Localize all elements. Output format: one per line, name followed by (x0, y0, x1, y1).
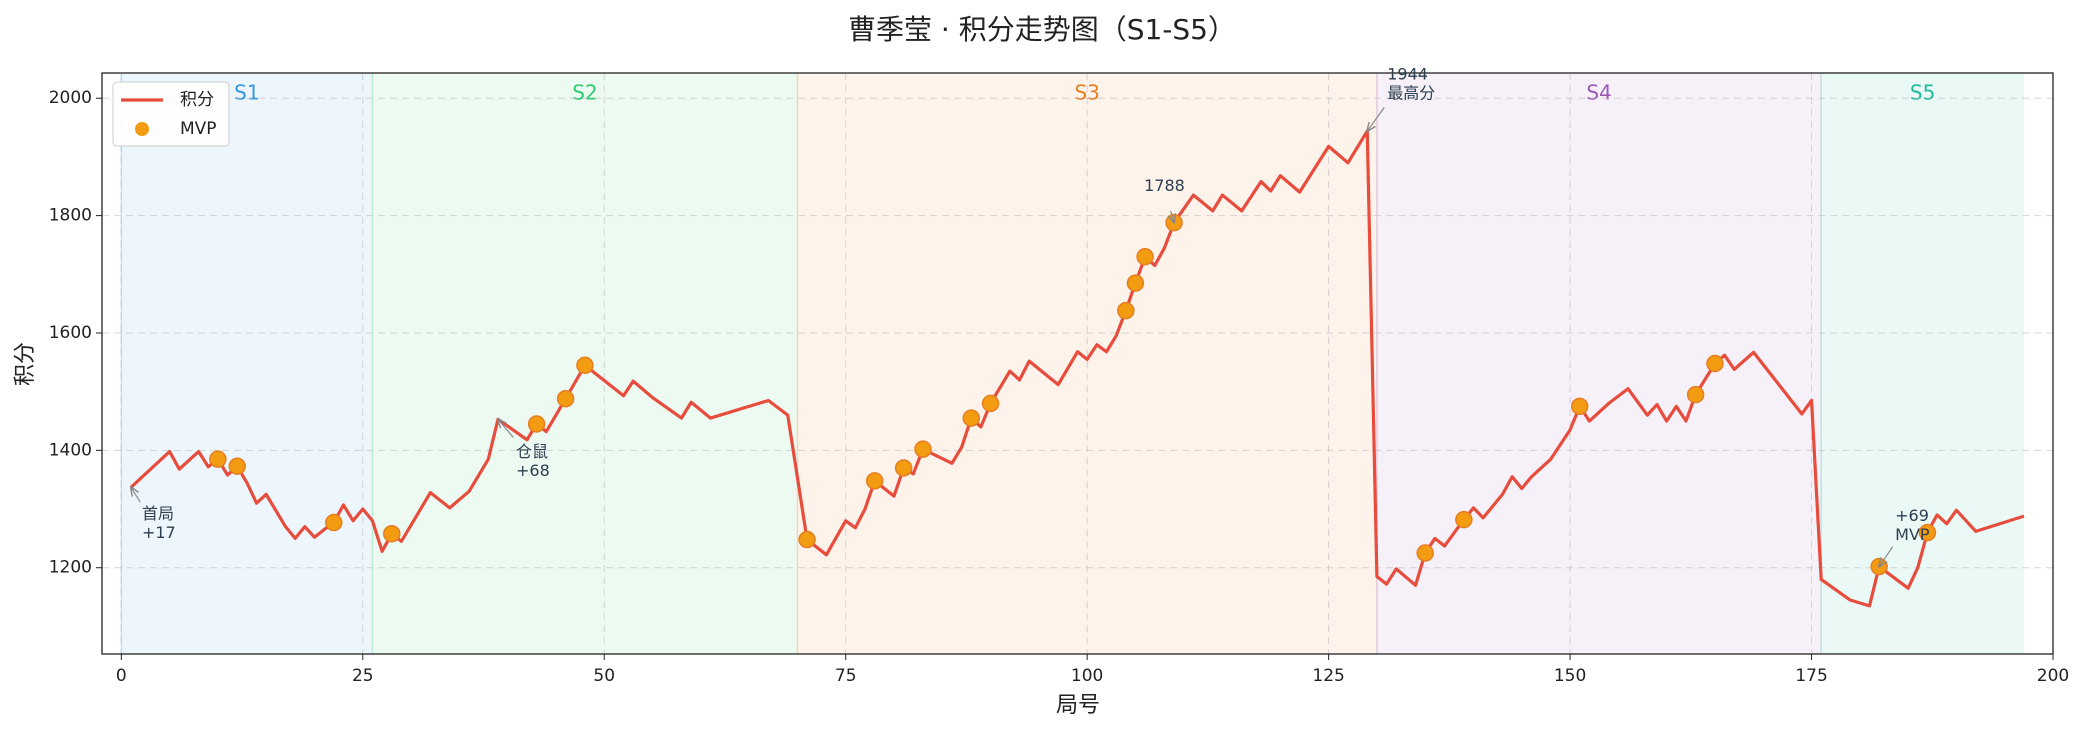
x-tick-label: 175 (1795, 666, 1827, 686)
annotation-text: 最高分 (1387, 84, 1435, 103)
annotation-text: +17 (142, 523, 176, 542)
mvp-point (1117, 301, 1135, 320)
annotation-text: 1788 (1144, 176, 1185, 195)
mvp-point (865, 472, 884, 490)
season-band (1376, 73, 1822, 654)
annotation-text: +69 (1895, 506, 1929, 525)
mvp-point (798, 530, 816, 549)
y-axis-label: 积分 (13, 342, 38, 386)
mvp-point (1570, 397, 1589, 416)
x-tick-label: 150 (1554, 666, 1586, 686)
score-line (129, 129, 2025, 608)
y-tick-label: 1400 (49, 440, 92, 460)
mvp-point (894, 459, 913, 477)
y-tick-label: 1600 (49, 323, 92, 343)
x-tick-label: 0 (116, 666, 127, 686)
season-band (121, 73, 373, 654)
season-label: S2 (572, 81, 597, 105)
annotation-arrow (1879, 546, 1894, 567)
season-label: S4 (1586, 81, 1611, 105)
x-axis-label: 局号 (1056, 693, 1100, 718)
mvp-point (1918, 523, 1937, 542)
mvp-point (1455, 510, 1473, 529)
mvp-point (527, 415, 546, 433)
mvp-point (1706, 354, 1724, 373)
annotation-arrow (131, 487, 141, 503)
annotation-text: 1944 (1387, 65, 1428, 84)
annotation-text: 首局 (142, 504, 174, 523)
season-label: S1 (234, 81, 259, 105)
mvp-point (914, 440, 932, 458)
legend-label: 积分 (180, 90, 214, 110)
annotation-text: 仓鼠 (516, 442, 548, 461)
x-tick-label: 75 (835, 666, 857, 686)
x-tick-label: 25 (352, 666, 374, 686)
annotation-text: MVP (1895, 525, 1930, 544)
x-tick-label: 100 (1071, 666, 1103, 686)
mvp-point (228, 457, 246, 475)
x-tick-label: 50 (593, 666, 615, 686)
mvp-point (981, 394, 1000, 413)
legend-label: MVP (180, 119, 217, 139)
annotation-arrow (1367, 107, 1385, 132)
x-tick-label: 125 (1312, 666, 1344, 686)
annotation-arrow (498, 419, 514, 438)
chart-title: 曹季莹 · 积分走势图（S1-S5） (848, 13, 1236, 46)
x-tick-label: 200 (2037, 666, 2069, 686)
plot-frame (101, 72, 2054, 655)
season-label: S5 (1910, 81, 1935, 105)
mvp-point (209, 450, 227, 468)
mvp-point (1686, 385, 1705, 404)
annotation-text: +68 (516, 461, 550, 480)
mvp-point (1126, 274, 1145, 292)
y-tick-label: 1800 (49, 206, 92, 226)
mvp-point (556, 389, 575, 408)
legend-swatch (135, 122, 149, 136)
season-band (1821, 73, 2025, 654)
y-tick-label: 2000 (49, 88, 92, 108)
mvp-point (962, 409, 981, 427)
mvp-point (1416, 544, 1434, 562)
y-tick-label: 1200 (49, 558, 92, 578)
mvp-point (576, 356, 594, 375)
mvp-point (1136, 247, 1154, 266)
legend: 积分 MVP (112, 81, 230, 147)
mvp-point (325, 513, 343, 532)
annotation-arrow (1171, 210, 1175, 223)
mvp-point (383, 524, 401, 543)
